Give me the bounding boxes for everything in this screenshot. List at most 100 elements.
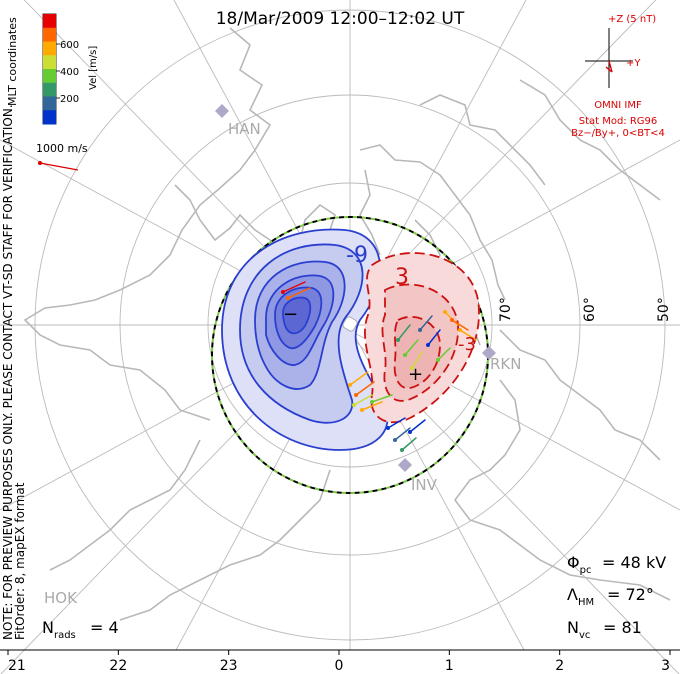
station-label-hok: HOK: [44, 589, 78, 607]
contour-label-neg3: -3: [458, 334, 476, 355]
vector-dot: [386, 426, 390, 430]
vector-dot: [348, 383, 352, 387]
mlt-tick-label: 23: [220, 658, 238, 674]
mlt-tick-label: 1: [445, 658, 454, 674]
vector: [387, 417, 406, 429]
vector-dot: [450, 318, 454, 322]
color-bar-swatch: [43, 41, 56, 56]
potential-min-marker: −: [283, 304, 298, 325]
vector: [404, 339, 419, 356]
neg-contour-6: [282, 296, 312, 335]
vector: [451, 319, 469, 331]
vector: [371, 394, 393, 403]
vector: [397, 324, 411, 341]
imf-clock-dial: [585, 28, 633, 88]
vector: [409, 419, 426, 433]
vector-dot: [410, 366, 414, 370]
coastline-canada-3: [499, 329, 661, 461]
vector-dot: [426, 343, 430, 347]
vector-dot: [400, 448, 404, 452]
pos-contour-3: [393, 315, 441, 389]
vector-dot: [443, 310, 447, 314]
station-label-rkn: RKN: [490, 355, 521, 373]
vector-dot: [393, 438, 397, 442]
vector-dot: [403, 353, 407, 357]
mlt-tick-label: 3: [661, 658, 670, 674]
imf-model-label: Stat Mod: RG96: [579, 116, 658, 127]
vector-dot: [408, 430, 412, 434]
reference-vector-dot: [38, 161, 42, 165]
coastline-europe: [23, 27, 272, 421]
vector: [282, 281, 306, 293]
vector-dot: [286, 296, 290, 300]
negative-potential-cell: [221, 228, 389, 451]
vector-dot: [354, 393, 358, 397]
imf-by-label: +Y: [626, 58, 641, 69]
vector-dot: [360, 408, 364, 412]
color-bar-swatch: [43, 55, 56, 70]
color-bar-tick-label-200: 200: [60, 94, 79, 105]
reference-vector-label: 1000 m/s: [36, 142, 88, 155]
vector: [287, 287, 311, 299]
coastline-greenland: [359, 144, 506, 301]
imf-condition-label: Bz−/By+, 0<BT<4: [571, 128, 665, 139]
phi-pc-value: = 48 kV: [602, 553, 666, 572]
vector: [355, 381, 375, 396]
n-rads-stat: Nrads = 4: [42, 618, 119, 641]
velocity-vectors: [282, 281, 477, 451]
fit-order-note: FitOrder: 8, mapEX format: [13, 482, 27, 640]
coastline-scandinavia: [174, 184, 336, 251]
station-label-han: HAN: [228, 120, 261, 138]
n-rads-value: = 4: [90, 618, 119, 637]
vector: [419, 315, 433, 331]
lambda-hm-value: = 72°: [607, 585, 654, 604]
latitude-label-60: 60°: [582, 297, 598, 322]
phi-pc-symbol: Φpc: [567, 553, 591, 576]
color-bar-swatch: [43, 96, 56, 111]
vector: [353, 394, 373, 406]
mlt-tick-label: 21: [8, 658, 26, 674]
preview-note: NOTE: FOR PREVIEW PURPOSES ONLY. PLEASE …: [1, 104, 15, 640]
lambda-hm-symbol: ΛHM: [567, 585, 594, 608]
lambda-hm-stat: ΛHM = 72°: [567, 585, 654, 608]
coordinate-system-label: MLT coordinates: [6, 17, 19, 106]
color-bar-swatch: [43, 27, 56, 42]
phi-pc-stat: Φpc = 48 kV: [567, 553, 666, 576]
vector: [361, 401, 383, 411]
potential-max-marker: +: [408, 364, 423, 385]
color-bar-tick-label-600: 600: [60, 40, 79, 51]
coastline-hudson: [454, 379, 671, 601]
imf-vector: [608, 60, 613, 73]
color-bar-swatch: [43, 82, 56, 97]
vector: [437, 347, 451, 361]
vector: [459, 329, 477, 341]
coastline-greenland-west: [359, 169, 381, 256]
velocity-color-bar: [43, 14, 56, 125]
contour-label-pos3: 3: [395, 265, 409, 290]
vector-dot: [418, 328, 422, 332]
color-bar-swatch: [43, 69, 56, 84]
mlt-axis-ticks: 21 22 23 0 1 2 3: [7, 650, 671, 674]
mlt-tick-label: 0: [335, 658, 344, 674]
mlt-tick-label: 2: [555, 658, 564, 674]
color-bar-unit-label: Vel [m/s]: [88, 46, 99, 90]
color-bar-ticks: [56, 43, 60, 99]
coastline-siberia: [49, 439, 201, 571]
vector-dot: [458, 328, 462, 332]
color-bar-swatch: [43, 14, 56, 29]
coastline-canada-1: [419, 94, 546, 186]
vector-dot: [370, 400, 374, 404]
vector: [401, 437, 417, 451]
vector: [394, 427, 411, 441]
n-vc-value: = 81: [603, 618, 642, 637]
vector-dot: [436, 358, 440, 362]
n-rads-symbol: Nrads: [42, 618, 76, 641]
vector: [349, 371, 369, 386]
n-vc-stat: Nvc = 81: [567, 618, 642, 641]
color-bar-swatch: [43, 110, 56, 125]
positive-potential-cell: [364, 252, 480, 424]
map-title: 18/Mar/2009 12:00–12:02 UT: [216, 9, 465, 29]
vector: [411, 351, 423, 369]
